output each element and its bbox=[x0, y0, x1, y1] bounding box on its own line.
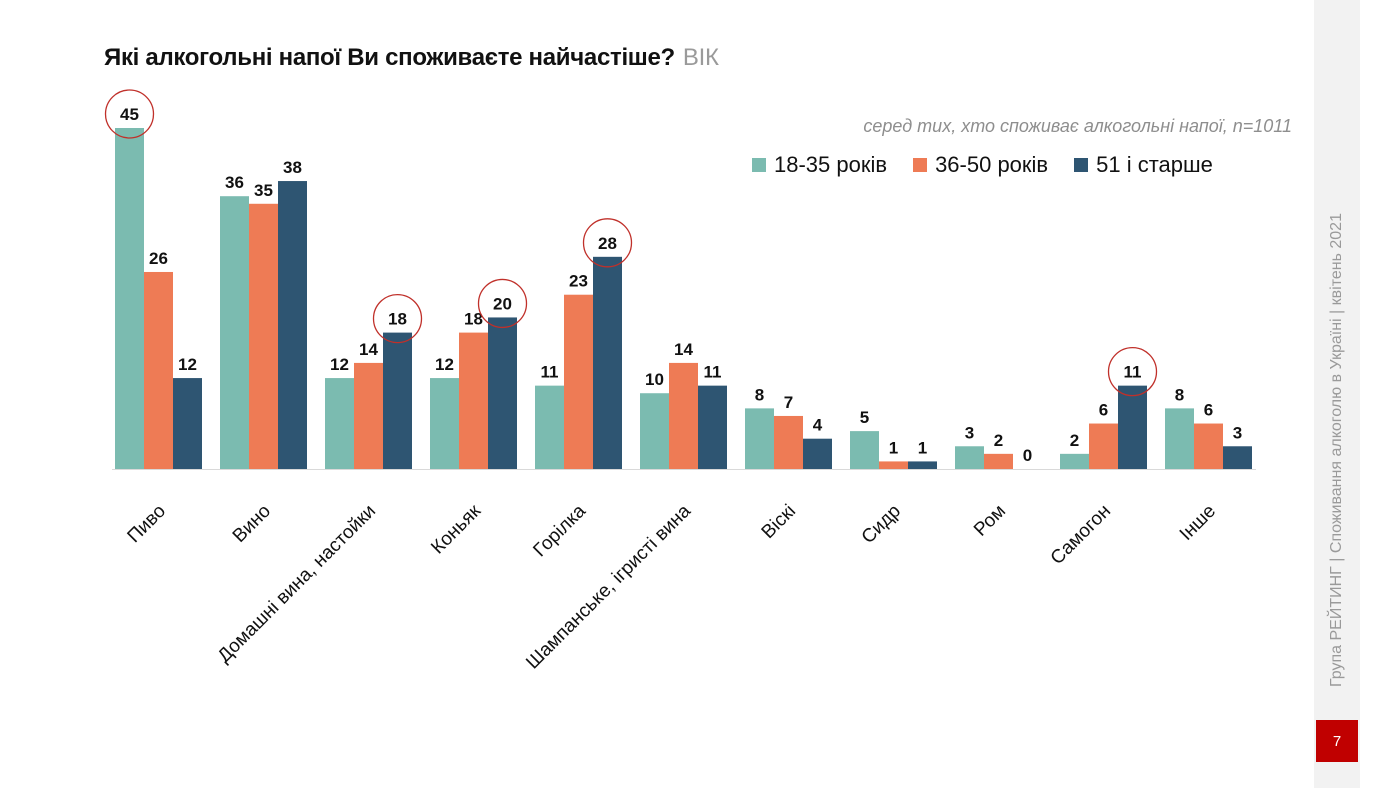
bar bbox=[1194, 423, 1223, 469]
legend-label-series-3: 51 і старше bbox=[1096, 152, 1213, 177]
data-label: 4 bbox=[813, 416, 823, 435]
data-label: 18 bbox=[464, 310, 483, 329]
highlight-circle bbox=[1107, 346, 1158, 397]
bar bbox=[908, 461, 937, 469]
data-label: 2 bbox=[1070, 431, 1079, 450]
data-label: 5 bbox=[860, 408, 869, 427]
title-main: Які алкогольні напої Ви споживаєте найча… bbox=[104, 44, 675, 71]
legend-item-series-2: 36-50 років bbox=[913, 152, 1048, 178]
data-label: 28 bbox=[598, 234, 617, 253]
data-label: 20 bbox=[493, 294, 512, 313]
bar bbox=[535, 385, 564, 469]
bar bbox=[383, 332, 412, 469]
legend: 18-35 років 36-50 років 51 і старше bbox=[752, 152, 1213, 178]
data-label: 11 bbox=[541, 363, 559, 382]
bar bbox=[564, 294, 593, 469]
category-label: Інше bbox=[1176, 501, 1220, 545]
side-strip bbox=[1314, 0, 1360, 788]
data-label: 10 bbox=[645, 370, 664, 389]
bar bbox=[354, 362, 383, 469]
highlight-circle bbox=[104, 89, 155, 139]
bar bbox=[1165, 408, 1194, 469]
category-label: Коньяк bbox=[427, 500, 485, 558]
data-label: 14 bbox=[674, 340, 693, 359]
legend-swatch-series-1 bbox=[752, 158, 766, 172]
bar bbox=[430, 378, 459, 469]
legend-label-series-2: 36-50 років bbox=[935, 152, 1049, 177]
bar bbox=[955, 446, 984, 469]
category-label: Самогон bbox=[1047, 501, 1115, 569]
category-label: Пиво bbox=[124, 501, 170, 547]
data-label: 45 bbox=[120, 105, 139, 124]
legend-label-series-1: 18-35 років bbox=[774, 152, 888, 177]
data-label: 8 bbox=[755, 385, 764, 404]
category-label: Горілка bbox=[529, 500, 590, 561]
data-label: 6 bbox=[1204, 401, 1213, 420]
bar bbox=[850, 431, 879, 469]
bar bbox=[1089, 423, 1118, 469]
bar bbox=[325, 378, 354, 469]
category-label: Віскі bbox=[758, 501, 800, 543]
data-label: 3 bbox=[1233, 423, 1242, 442]
highlight-circle bbox=[372, 293, 423, 344]
data-label: 35 bbox=[254, 181, 273, 200]
bar bbox=[1118, 385, 1147, 469]
highlight-circle bbox=[477, 278, 528, 329]
bar bbox=[1223, 446, 1252, 469]
bar bbox=[640, 393, 669, 469]
legend-item-series-3: 51 і старше bbox=[1074, 152, 1213, 178]
bar bbox=[698, 385, 727, 469]
data-label: 3 bbox=[965, 423, 974, 442]
title-suffix: ВІК bbox=[682, 44, 719, 71]
bar bbox=[879, 461, 908, 469]
bar bbox=[144, 271, 173, 469]
bar bbox=[220, 196, 249, 469]
chart-title: Які алкогольні напої Ви споживаєте найча… bbox=[104, 44, 719, 72]
data-label: 11 bbox=[1124, 363, 1142, 382]
legend-item-series-1: 18-35 років bbox=[752, 152, 887, 178]
data-label: 36 bbox=[225, 173, 244, 192]
bar bbox=[669, 362, 698, 469]
data-label: 1 bbox=[889, 438, 898, 457]
data-label: 1 bbox=[918, 438, 927, 457]
data-label: 12 bbox=[435, 355, 454, 374]
legend-swatch-series-3 bbox=[1074, 158, 1089, 172]
category-label: Ром bbox=[970, 501, 1010, 541]
bar bbox=[593, 256, 622, 469]
highlight-circle bbox=[582, 218, 633, 268]
bar bbox=[459, 332, 488, 469]
bar bbox=[249, 203, 278, 469]
bar bbox=[278, 181, 307, 470]
bar bbox=[173, 378, 202, 469]
bar bbox=[488, 317, 517, 469]
data-label: 18 bbox=[388, 310, 407, 329]
legend-swatch-series-2 bbox=[913, 158, 928, 172]
page-number: 7 bbox=[1316, 720, 1358, 762]
data-label: 7 bbox=[784, 393, 793, 412]
data-label: 12 bbox=[330, 355, 349, 374]
bar bbox=[803, 438, 832, 469]
data-label: 6 bbox=[1099, 401, 1108, 420]
data-label: 0 bbox=[1023, 446, 1032, 465]
data-label: 8 bbox=[1175, 385, 1184, 404]
data-label: 2 bbox=[994, 431, 1003, 450]
data-label: 14 bbox=[359, 340, 378, 359]
data-label: 12 bbox=[178, 355, 197, 374]
category-label: Сидр bbox=[858, 501, 905, 548]
category-label: Вино bbox=[229, 501, 275, 547]
data-label: 38 bbox=[283, 158, 302, 177]
data-label: 23 bbox=[569, 272, 588, 291]
sample-note: серед тих, хто споживає алкогольні напої… bbox=[863, 116, 1292, 136]
bar bbox=[774, 415, 803, 469]
bar bbox=[115, 128, 144, 469]
data-label: 11 bbox=[704, 363, 722, 382]
bar bbox=[984, 453, 1013, 469]
data-label: 26 bbox=[149, 249, 168, 268]
sidebar-caption: Група РЕЙТИНГ | Споживання алкоголю в Ук… bbox=[1328, 213, 1345, 687]
bar bbox=[1060, 453, 1089, 469]
bar bbox=[745, 408, 774, 469]
